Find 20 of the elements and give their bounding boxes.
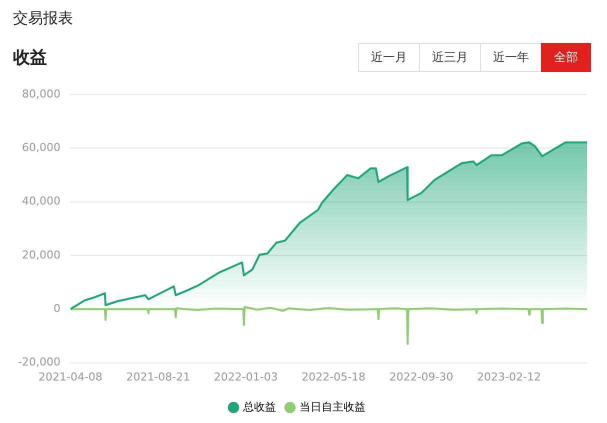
legend-label: 总收益 [242, 400, 276, 414]
y-tick-label: 80,000 [22, 87, 60, 100]
y-tick-label: 40,000 [22, 194, 60, 208]
x-tick-label: 2023-02-12 [477, 370, 541, 384]
x-tick-label: 2021-08-21 [126, 370, 190, 384]
y-tick-label: -20,000 [18, 356, 60, 369]
x-tick-label: 2022-01-03 [214, 370, 278, 384]
y-tick-label: 60,000 [22, 141, 60, 154]
legend-label: 当日自主收益 [300, 400, 366, 414]
text: 近一月 [358, 43, 420, 72]
text: 全部 [541, 43, 591, 72]
x-tick-label: 2022-09-30 [389, 370, 454, 384]
text: 近一年 [480, 43, 542, 72]
y-tick-label: 20,000 [22, 248, 60, 262]
x-tick-label: 2022-05-18 [302, 370, 366, 384]
chart-title: 交易报表 [13, 9, 73, 28]
text: 近三月 [419, 43, 481, 72]
y-tick-label: 0 [53, 302, 60, 316]
x-tick-label: 2021-04-08 [38, 370, 102, 384]
chart-subtitle: 收益 [13, 47, 47, 69]
